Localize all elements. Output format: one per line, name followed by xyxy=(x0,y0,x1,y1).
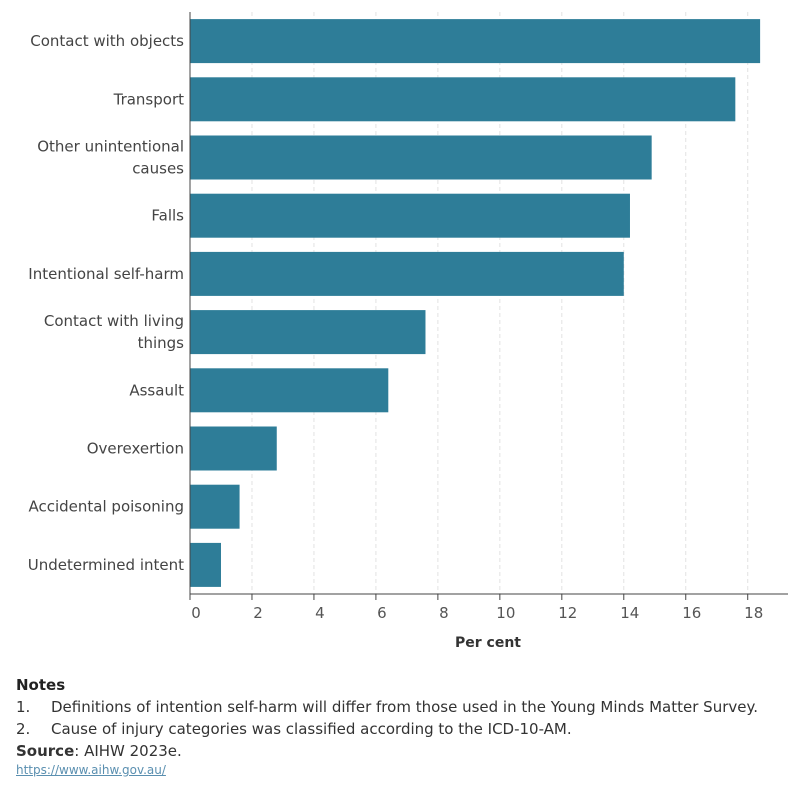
x-axis-title: Per cent xyxy=(455,635,521,651)
note-number: 2. xyxy=(16,720,31,738)
bar xyxy=(190,251,624,296)
chart-footer: Notes 1. Definitions of intention self-h… xyxy=(16,676,786,779)
note-number: 1. xyxy=(16,698,31,716)
category-labels: Contact with objects Transport Other unint… xyxy=(28,32,184,574)
category-label: Transport xyxy=(113,90,185,108)
bar xyxy=(190,542,221,587)
category-label: Falls xyxy=(151,207,184,225)
source-link[interactable]: https://www.aihw.gov.au/ xyxy=(16,763,166,777)
x-tick-label: 14 xyxy=(620,604,639,622)
bar xyxy=(190,368,389,413)
bar xyxy=(190,426,277,471)
gridlines xyxy=(251,12,749,594)
notes-title: Notes xyxy=(16,676,66,694)
category-label: Intentional self-harm xyxy=(28,265,184,283)
bars xyxy=(190,19,761,587)
category-label: Contact with living things xyxy=(44,312,184,352)
x-tick-label: 8 xyxy=(439,604,449,622)
x-tick-label: 18 xyxy=(744,604,763,622)
category-label: Overexertion xyxy=(87,440,184,458)
category-label: Other unintentional causes xyxy=(37,138,184,178)
bar xyxy=(190,77,736,122)
x-tick-label: 0 xyxy=(191,604,201,622)
bar xyxy=(190,310,426,355)
note-item: 2. Cause of injury categories was classi… xyxy=(16,719,786,739)
category-label: Accidental poisoning xyxy=(29,498,185,516)
source-label: Source xyxy=(16,742,75,760)
category-label: Undetermined intent xyxy=(28,556,184,574)
note-item: 1. Definitions of intention self-harm wi… xyxy=(16,697,786,717)
bar-chart: Contact with objects Transport Other unint… xyxy=(28,12,788,651)
source-line: Source: AIHW 2023e. xyxy=(16,741,786,761)
x-axis-ticks: 0 2 4 6 8 10 12 14 16 18 xyxy=(189,594,763,622)
bar xyxy=(190,135,652,180)
category-label: Assault xyxy=(129,381,184,399)
x-tick-label: 16 xyxy=(682,604,701,622)
x-tick-label: 2 xyxy=(253,604,263,622)
x-tick-label: 10 xyxy=(496,604,515,622)
bar xyxy=(190,19,761,64)
note-text: Cause of injury categories was classifie… xyxy=(51,720,572,738)
note-text: Definitions of intention self-harm will … xyxy=(51,698,758,716)
source-text: : AIHW 2023e. xyxy=(74,742,182,760)
category-label: Contact with objects xyxy=(30,32,184,50)
bar xyxy=(190,484,240,529)
x-tick-label: 4 xyxy=(315,604,325,622)
x-tick-label: 6 xyxy=(377,604,387,622)
x-tick-label: 12 xyxy=(558,604,577,622)
bar xyxy=(190,193,630,238)
